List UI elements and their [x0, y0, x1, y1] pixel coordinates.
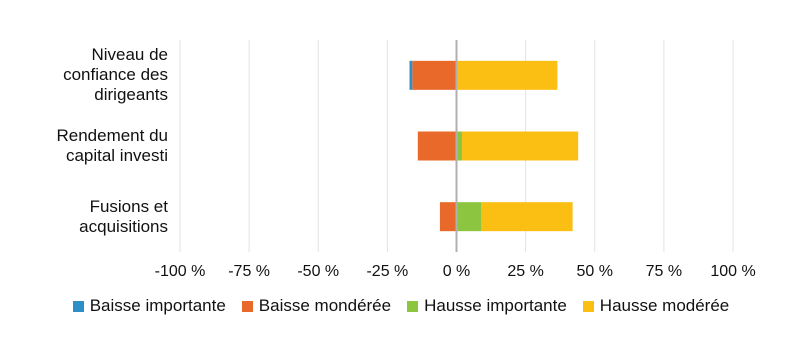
legend-item: Hausse modérée [582, 296, 730, 316]
bar-segment [409, 60, 413, 90]
x-tick-label: 25 % [507, 263, 543, 280]
x-tick-label: -50 % [297, 263, 339, 280]
bar-segment [456, 202, 482, 232]
legend-item: Hausse importante [407, 296, 567, 316]
x-tick-label: -75 % [228, 263, 270, 280]
bar-segment [481, 202, 573, 232]
legend-swatch [72, 300, 84, 312]
bar-segment [417, 131, 457, 161]
bar-segment [412, 60, 457, 90]
category-label: Rendement du capital investi [56, 126, 168, 165]
x-tick-label: -100 % [155, 263, 206, 280]
category-label: Fusions et acquisitions [79, 196, 168, 236]
bar-segment [439, 202, 457, 232]
x-tick-label: 0 % [443, 263, 471, 280]
bar-segment [456, 60, 558, 90]
legend-label: Baisse importante [89, 296, 226, 315]
bar-segment [456, 131, 463, 161]
legend-label: Baisse mondérée [258, 296, 392, 315]
legend-swatch [241, 300, 253, 312]
legend-label: Hausse importante [424, 296, 567, 315]
x-tick-label: -25 % [366, 263, 408, 280]
category-label: Niveau de confiance des dirigeants [63, 45, 168, 105]
bar-segment [462, 131, 579, 161]
legend-item: Baisse importante [72, 296, 226, 316]
legend-swatch [582, 300, 594, 312]
x-tick-label: 75 % [646, 263, 682, 280]
legend-label: Hausse modérée [599, 296, 730, 315]
legend: Baisse importante Baisse mondérée Hausse i… [0, 296, 802, 316]
legend-swatch [407, 300, 419, 312]
x-tick-label: 50 % [577, 263, 613, 280]
x-tick-label: 100 % [710, 263, 755, 280]
legend-item: Baisse mondérée [241, 296, 392, 316]
